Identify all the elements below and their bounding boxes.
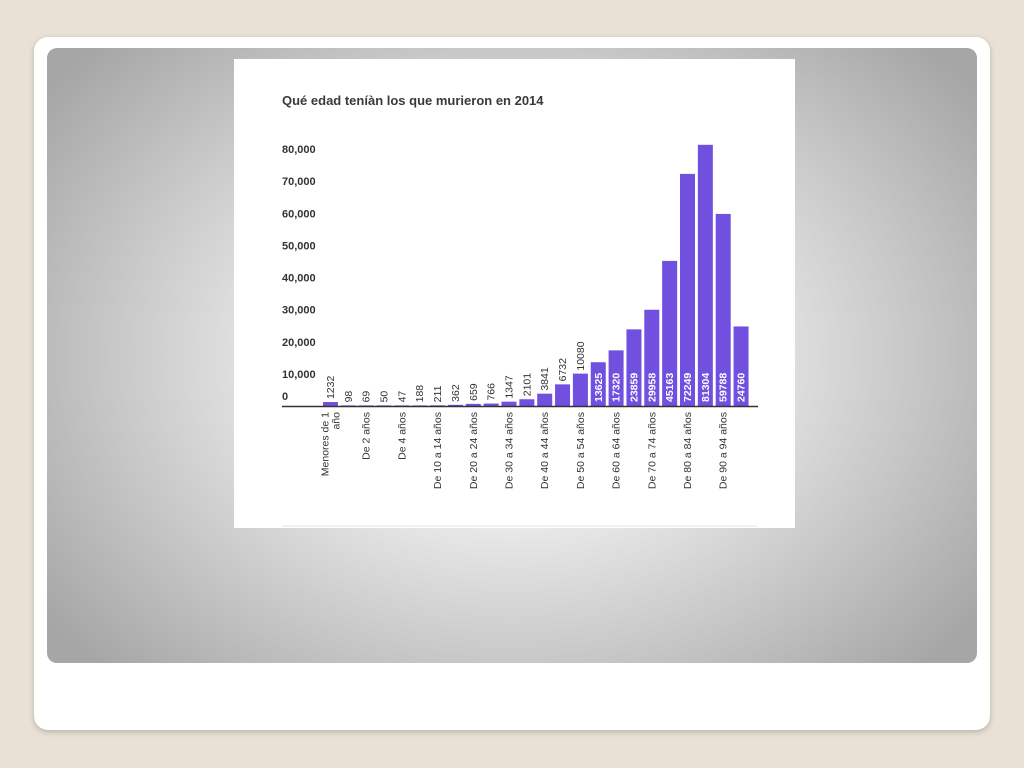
bar — [662, 260, 678, 406]
x-category-label: De 50 a 54 años — [575, 412, 587, 489]
x-category-label: De 60 a 64 años — [611, 412, 623, 489]
bar-value-label: 23859 — [628, 373, 640, 402]
x-category-label: año — [331, 412, 343, 430]
bar-value-label: 59788 — [718, 373, 730, 402]
x-category-label: De 20 a 24 años — [468, 412, 480, 489]
bar-value-label: 81304 — [700, 373, 712, 402]
bar — [430, 405, 446, 406]
bar — [590, 362, 606, 406]
bar-value-label: 98 — [343, 391, 355, 403]
chart-title: Qué edad teníàn los que murieron en 2014 — [282, 93, 544, 108]
value-labels-group: 1232 98 69 50 47 188 211 362 659 766 1347 2101 3841 6… — [325, 341, 748, 402]
y-tick-label: 10,000 — [282, 369, 316, 381]
y-tick-label: 60,000 — [282, 208, 316, 220]
x-category-label: De 30 a 34 años — [504, 412, 516, 489]
bar-value-label: 211 — [432, 385, 444, 402]
bar — [697, 144, 713, 406]
bar-value-label: 1232 — [325, 376, 337, 400]
bar — [680, 173, 695, 406]
bar-value-label: 188 — [414, 385, 426, 403]
bar — [555, 384, 571, 406]
bar — [733, 326, 749, 406]
bar-value-label: 3841 — [539, 367, 551, 391]
bar — [323, 402, 338, 406]
x-category-label: Menores de 1 — [320, 412, 332, 476]
y-tick-label: 70,000 — [282, 176, 316, 188]
bar-value-label: 10080 — [575, 341, 587, 370]
bar — [501, 401, 517, 406]
x-category-label: De 10 a 14 años — [432, 412, 444, 489]
bar-value-label: 69 — [361, 391, 373, 403]
y-tick-label: 50,000 — [282, 240, 316, 252]
y-axis-ticks: 0 10,000 20,000 30,000 40,000 50,000 60,000 70,… — [282, 144, 316, 403]
x-category-label: De 80 a 84 años — [682, 412, 694, 489]
x-category-label: De 90 a 94 años — [718, 412, 730, 489]
y-tick-label: 40,000 — [282, 273, 316, 285]
bar-value-label: 6732 — [557, 358, 569, 382]
bar-value-label: 47 — [396, 391, 408, 403]
bar-chart: Qué edad teníàn los que murieron en 2014… — [282, 93, 758, 527]
bar-value-label: 50 — [379, 391, 391, 403]
bar — [572, 373, 588, 406]
bar-value-label: 45163 — [664, 373, 676, 402]
bar-value-label: 24760 — [736, 373, 748, 402]
category-labels-group: Menores de 1 año De 2 años De 4 años De 10 a… — [320, 412, 730, 489]
bar-value-label: 2101 — [521, 373, 533, 397]
bar-value-label: 766 — [486, 383, 498, 401]
bar — [715, 213, 731, 406]
y-tick-label: 30,000 — [282, 305, 316, 317]
x-category-label: De 4 años — [396, 412, 408, 460]
y-tick-label: 20,000 — [282, 337, 316, 349]
x-category-label: De 2 años — [361, 412, 373, 460]
bar — [465, 403, 481, 406]
x-category-label: De 40 a 44 años — [539, 412, 551, 489]
bar-value-label: 17320 — [611, 373, 623, 402]
bar — [608, 350, 624, 406]
chart-card: Qué edad teníàn los que murieron en 2014… — [234, 59, 795, 528]
bar — [483, 403, 499, 406]
bar-value-label: 659 — [468, 383, 480, 401]
bar — [626, 329, 642, 406]
bar-value-label: 29958 — [646, 373, 658, 402]
x-category-label: De 70 a 74 años — [646, 412, 658, 489]
bar — [644, 309, 660, 406]
bar-value-label: 362 — [450, 384, 462, 402]
bar-value-label: 1347 — [504, 375, 516, 399]
bar — [447, 404, 463, 406]
bars-group — [323, 144, 749, 406]
y-tick-label: 0 — [282, 391, 288, 403]
bar — [537, 393, 553, 406]
bar — [519, 399, 535, 406]
bar-value-label: 13625 — [593, 373, 605, 402]
y-tick-label: 80,000 — [282, 144, 316, 156]
bar-value-label: 72249 — [682, 373, 694, 402]
